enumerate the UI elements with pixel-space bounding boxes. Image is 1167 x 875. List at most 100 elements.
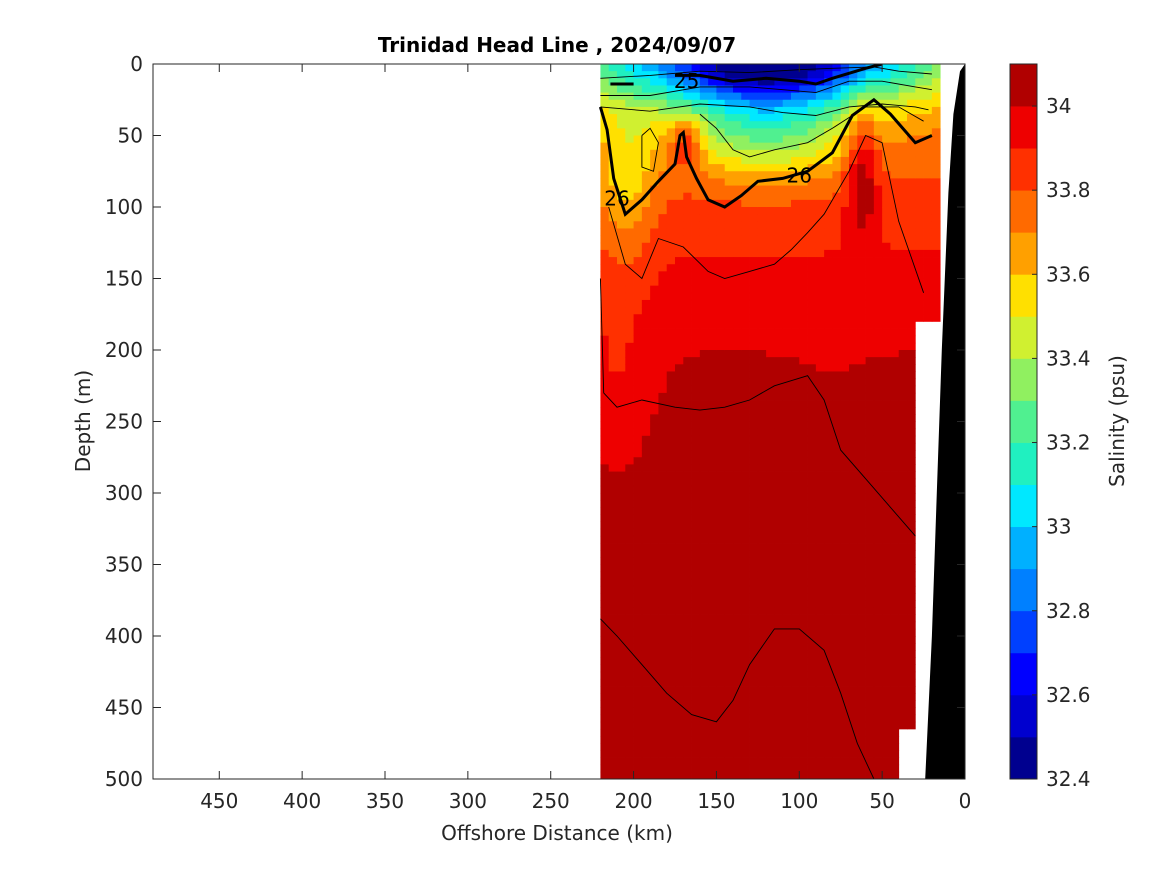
salinity-cell — [907, 156, 916, 165]
salinity-cell — [600, 99, 610, 108]
salinity-cell — [898, 550, 908, 558]
salinity-cell — [898, 357, 908, 365]
salinity-cell — [865, 478, 875, 487]
salinity-cell — [766, 149, 775, 158]
salinity-cell — [907, 342, 916, 351]
salinity-cell — [782, 564, 792, 573]
salinity-cell — [625, 321, 634, 329]
salinity-cell — [890, 385, 900, 394]
density-contours — [598, 64, 933, 779]
salinity-cell — [873, 571, 883, 580]
salinity-cell — [633, 578, 643, 587]
salinity-cell — [774, 114, 784, 122]
salinity-cell — [799, 764, 808, 773]
salinity-cell — [608, 178, 618, 186]
salinity-cell — [799, 500, 808, 508]
salinity-cell — [675, 664, 684, 673]
salinity-cell — [683, 428, 692, 437]
salinity-cell — [907, 78, 916, 86]
salinity-cell — [683, 471, 692, 480]
salinity-cell — [733, 450, 742, 458]
salinity-cell — [683, 307, 692, 315]
salinity-cell — [774, 678, 784, 687]
salinity-cell — [832, 114, 842, 122]
salinity-cell — [749, 714, 759, 723]
salinity-cell — [699, 728, 709, 737]
salinity-cell — [907, 271, 916, 279]
salinity-cell — [683, 493, 692, 501]
salinity-cell — [865, 607, 875, 615]
salinity-cell — [865, 328, 875, 337]
salinity-cell — [873, 686, 883, 694]
salinity-cell — [658, 299, 668, 308]
salinity-cell — [600, 292, 610, 301]
salinity-cell — [857, 135, 866, 144]
salinity-cell — [873, 264, 883, 272]
salinity-cell — [824, 607, 833, 615]
salinity-cell — [898, 507, 908, 515]
salinity-cell — [666, 156, 676, 165]
salinity-cell — [608, 335, 618, 344]
salinity-cell — [633, 500, 643, 508]
salinity-cell — [791, 149, 800, 158]
salinity-cell — [608, 585, 618, 594]
salinity-cell — [641, 357, 651, 365]
salinity-cell — [600, 507, 610, 515]
salinity-cell — [683, 199, 692, 208]
salinity-cell — [898, 464, 908, 472]
salinity-cell — [608, 607, 618, 615]
salinity-cell — [757, 314, 767, 322]
salinity-cell — [716, 71, 726, 79]
salinity-cell — [733, 528, 742, 537]
salinity-cell — [699, 771, 709, 779]
salinity-cell — [791, 121, 800, 129]
salinity-cell — [600, 135, 610, 144]
salinity-cell — [625, 421, 634, 430]
salinity-cell — [857, 671, 866, 680]
salinity-cell — [774, 464, 784, 472]
salinity-cell — [857, 64, 866, 72]
salinity-cell — [766, 535, 775, 544]
salinity-cell — [675, 221, 684, 229]
salinity-cell — [815, 593, 825, 601]
salinity-cell — [799, 321, 808, 329]
salinity-cell — [641, 636, 651, 644]
salinity-cell — [658, 628, 668, 637]
salinity-cell — [633, 636, 643, 644]
salinity-cell — [617, 207, 626, 215]
salinity-cell — [617, 400, 626, 408]
salinity-cell — [766, 650, 775, 658]
salinity-cell — [617, 564, 626, 573]
salinity-cell — [608, 757, 618, 766]
salinity-cell — [882, 557, 891, 565]
salinity-cell — [625, 607, 634, 615]
salinity-cell — [849, 700, 858, 708]
salinity-cell — [898, 543, 908, 551]
salinity-cell — [650, 564, 659, 573]
salinity-cell — [608, 192, 618, 201]
salinity-cell — [658, 99, 668, 108]
salinity-cell — [691, 371, 701, 379]
salinity-cell — [650, 636, 659, 644]
salinity-cell — [815, 64, 825, 72]
salinity-cell — [608, 550, 618, 558]
salinity-cell — [633, 721, 643, 730]
salinity-cell — [857, 557, 866, 565]
salinity-cell — [824, 314, 833, 322]
salinity-cell — [882, 407, 891, 415]
salinity-cell — [749, 185, 759, 194]
salinity-cell — [815, 271, 825, 279]
seafloor-bathymetry — [925, 64, 965, 779]
salinity-cell — [625, 435, 634, 444]
salinity-cell — [865, 199, 875, 208]
salinity-cell — [708, 636, 717, 644]
salinity-cell — [641, 371, 651, 379]
salinity-cell — [608, 264, 618, 272]
salinity-cell — [807, 85, 817, 93]
salinity-cell — [865, 450, 875, 458]
salinity-cell — [865, 678, 875, 687]
salinity-cell — [766, 307, 775, 315]
salinity-cell — [873, 156, 883, 165]
salinity-cell — [923, 142, 933, 151]
salinity-cell — [600, 493, 610, 501]
